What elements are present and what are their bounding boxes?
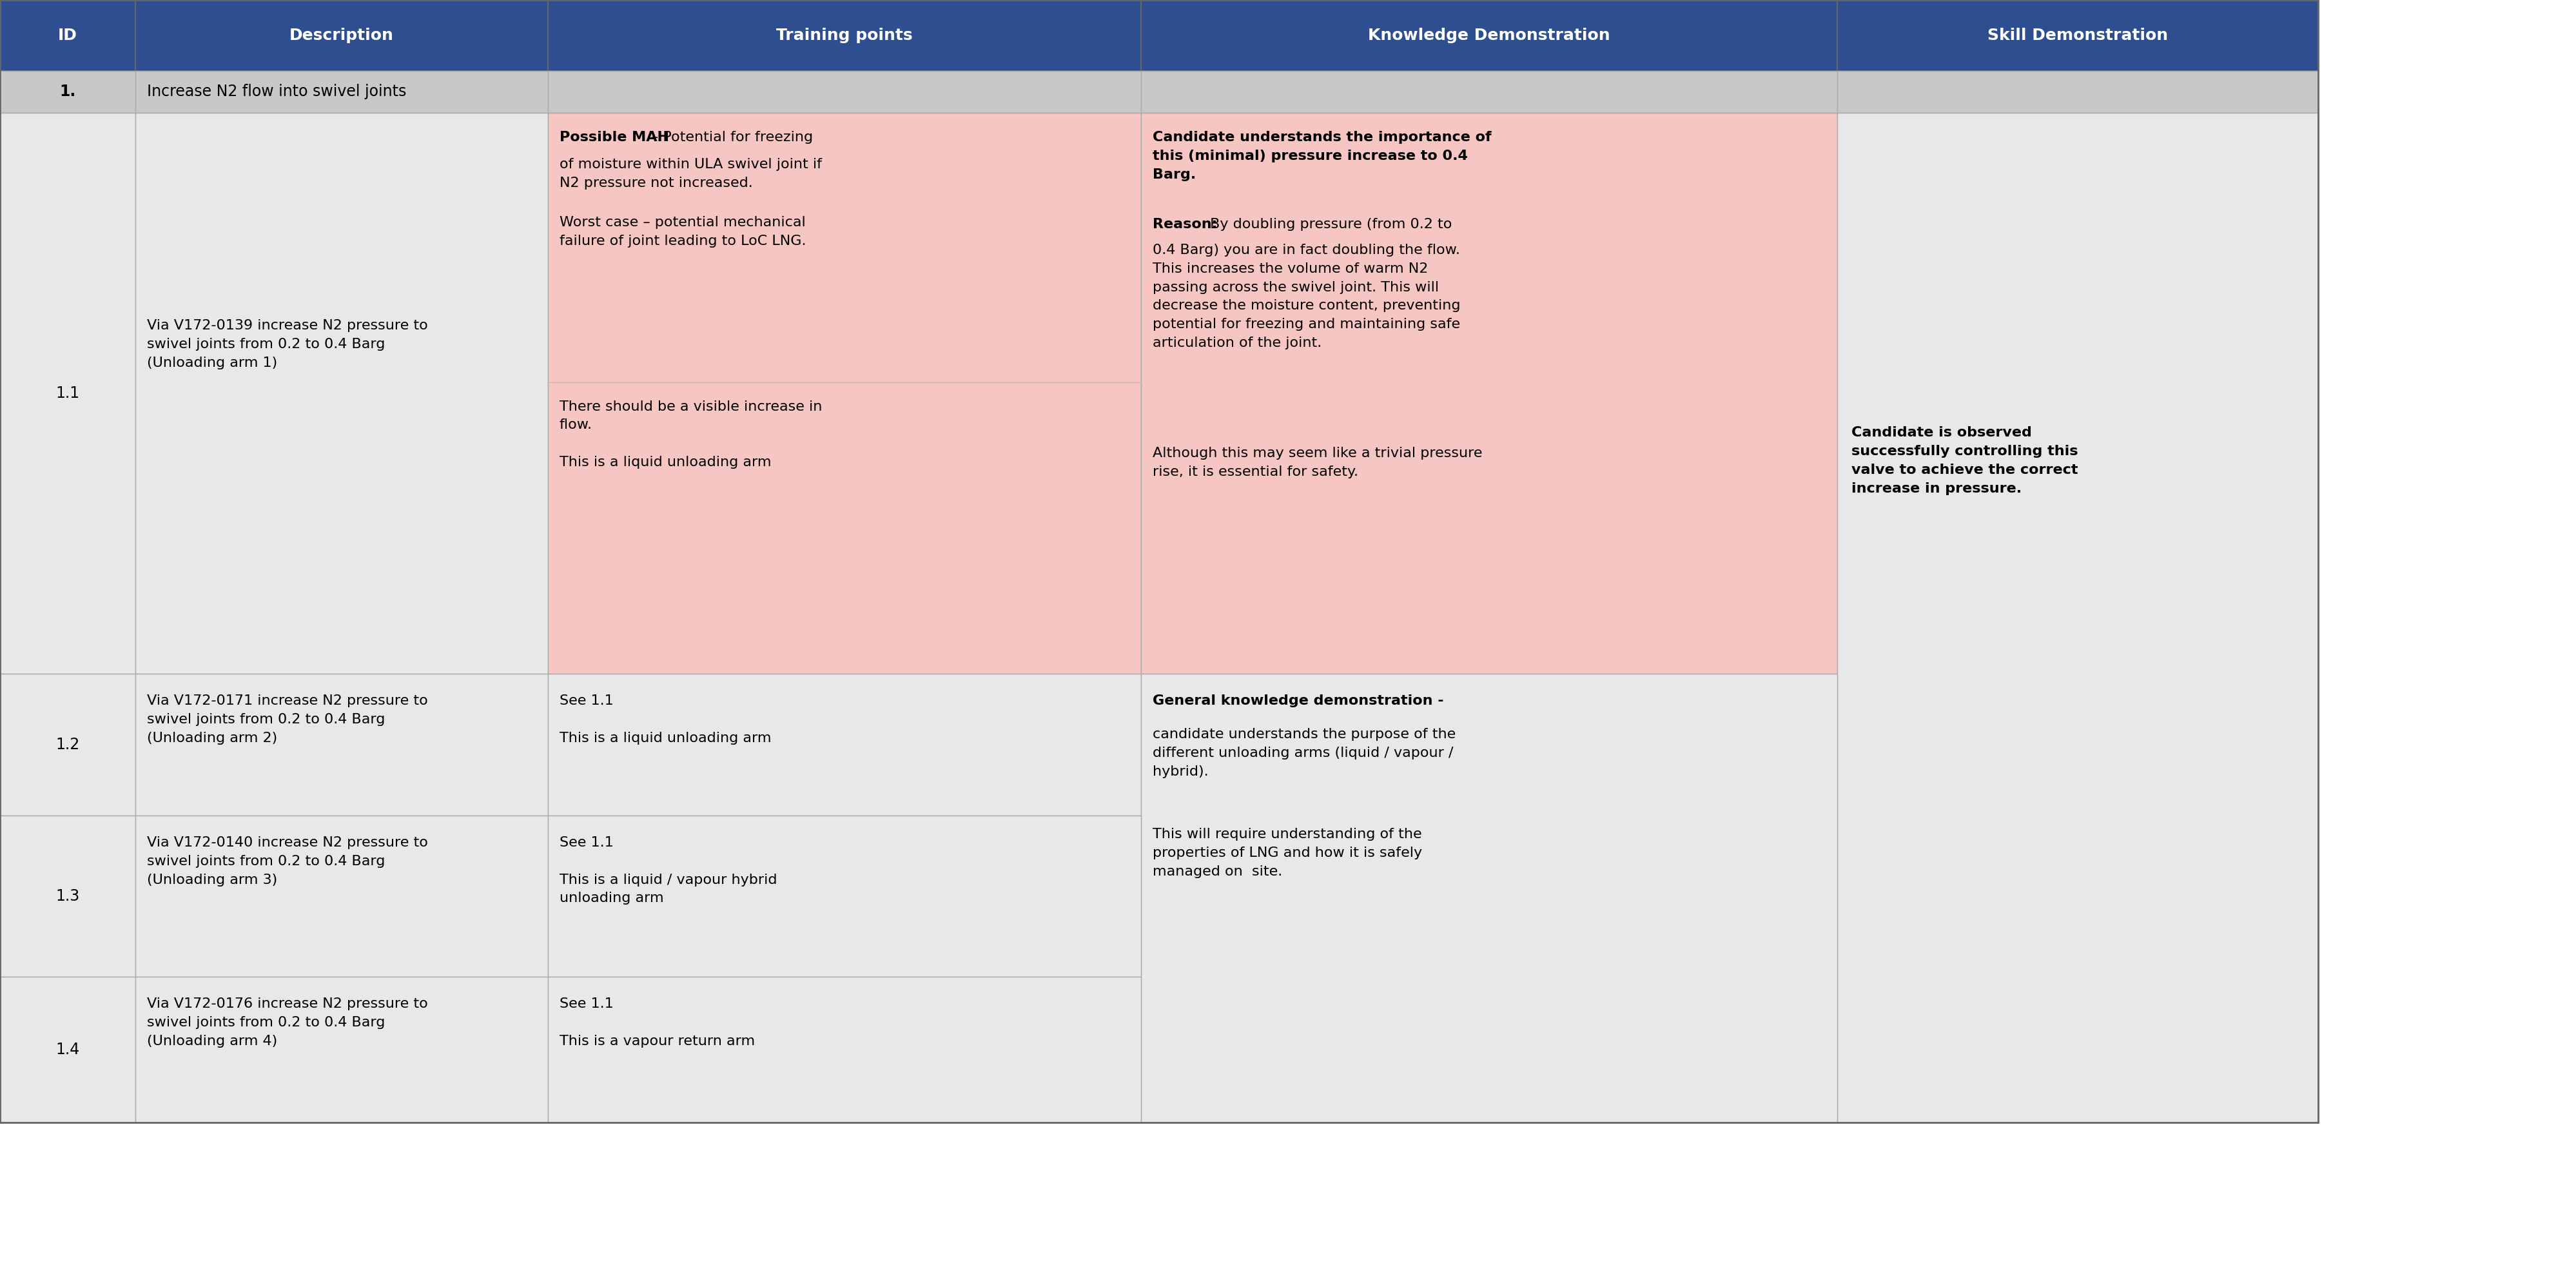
Bar (137, 0, 549, 71)
Bar (549, 977, 1141, 1122)
Text: See 1.1

This is a liquid unloading arm: See 1.1 This is a liquid unloading arm (559, 694, 770, 744)
Text: – Potential for freezing: – Potential for freezing (652, 131, 814, 144)
Bar (1837, 113, 2318, 1122)
Text: Knowledge Demonstration: Knowledge Demonstration (1368, 28, 1610, 43)
Text: 0.4 Barg) you are in fact doubling the flow.
This increases the volume of warm N: 0.4 Barg) you are in fact doubling the f… (1151, 243, 1461, 349)
Text: Training points: Training points (775, 28, 912, 43)
Text: This will require understanding of the
properties of LNG and how it is safely
ma: This will require understanding of the p… (1151, 828, 1422, 878)
Bar (1837, 71, 2318, 113)
Text: Skill Demonstration: Skill Demonstration (1989, 28, 2169, 43)
Text: Candidate understands the importance of
this (minimal) pressure increase to 0.4
: Candidate understands the importance of … (1151, 131, 1492, 181)
Bar (1141, 0, 1837, 71)
Text: Possible MAH: Possible MAH (559, 131, 670, 144)
Text: 1.2: 1.2 (57, 736, 80, 753)
Text: By doubling pressure (from 0.2 to: By doubling pressure (from 0.2 to (1206, 218, 1453, 231)
Text: ID: ID (59, 28, 77, 43)
Bar (1141, 113, 1837, 674)
Bar (137, 71, 549, 113)
Bar (1141, 674, 1837, 1122)
Text: 1.: 1. (59, 84, 75, 99)
Text: Via V172-0171 increase N2 pressure to
swivel joints from 0.2 to 0.4 Barg
(Unload: Via V172-0171 increase N2 pressure to sw… (147, 694, 428, 744)
Text: Via V172-0140 increase N2 pressure to
swivel joints from 0.2 to 0.4 Barg
(Unload: Via V172-0140 increase N2 pressure to sw… (147, 836, 428, 887)
Text: Description: Description (289, 28, 394, 43)
Text: Via V172-0176 increase N2 pressure to
swivel joints from 0.2 to 0.4 Barg
(Unload: Via V172-0176 increase N2 pressure to sw… (147, 998, 428, 1047)
Text: 1.3: 1.3 (57, 888, 80, 905)
Bar (549, 815, 1141, 977)
Bar (1837, 0, 2318, 71)
Bar (0, 0, 137, 71)
Text: See 1.1

This is a vapour return arm: See 1.1 This is a vapour return arm (559, 998, 755, 1047)
Bar (549, 113, 1141, 674)
Text: See 1.1

This is a liquid / vapour hybrid
unloading arm: See 1.1 This is a liquid / vapour hybrid… (559, 836, 778, 905)
Text: Reason:: Reason: (1151, 218, 1218, 231)
Text: 1.4: 1.4 (57, 1042, 80, 1057)
Text: There should be a visible increase in
flow.

This is a liquid unloading arm: There should be a visible increase in fl… (559, 400, 822, 469)
Bar (549, 674, 1141, 815)
Bar (0, 815, 137, 977)
Text: Via V172-0139 increase N2 pressure to
swivel joints from 0.2 to 0.4 Barg
(Unload: Via V172-0139 increase N2 pressure to sw… (147, 320, 428, 369)
Bar (137, 674, 549, 815)
Bar (137, 113, 549, 674)
Text: Although this may seem like a trivial pressure
rise, it is essential for safety.: Although this may seem like a trivial pr… (1151, 447, 1481, 478)
Bar (0, 71, 137, 113)
Bar (0, 977, 137, 1122)
Bar (1141, 71, 1837, 113)
Bar (137, 977, 549, 1122)
Bar (549, 0, 1141, 71)
Bar (137, 815, 549, 977)
Bar (0, 674, 137, 815)
Text: General knowledge demonstration -: General knowledge demonstration - (1151, 694, 1443, 707)
Text: Increase N2 flow into swivel joints: Increase N2 flow into swivel joints (147, 84, 407, 99)
Text: candidate understands the purpose of the
different unloading arms (liquid / vapo: candidate understands the purpose of the… (1151, 727, 1455, 778)
Bar (0, 113, 137, 674)
Bar (549, 71, 1141, 113)
Bar (0, 0, 2318, 1122)
Text: Worst case – potential mechanical
failure of joint leading to LoC LNG.: Worst case – potential mechanical failur… (559, 217, 806, 247)
Text: of moisture within ULA swivel joint if
N2 pressure not increased.: of moisture within ULA swivel joint if N… (559, 158, 822, 190)
Text: 1.1: 1.1 (57, 386, 80, 401)
Text: Candidate is observed
successfully controlling this
valve to achieve the correct: Candidate is observed successfully contr… (1852, 427, 2079, 494)
